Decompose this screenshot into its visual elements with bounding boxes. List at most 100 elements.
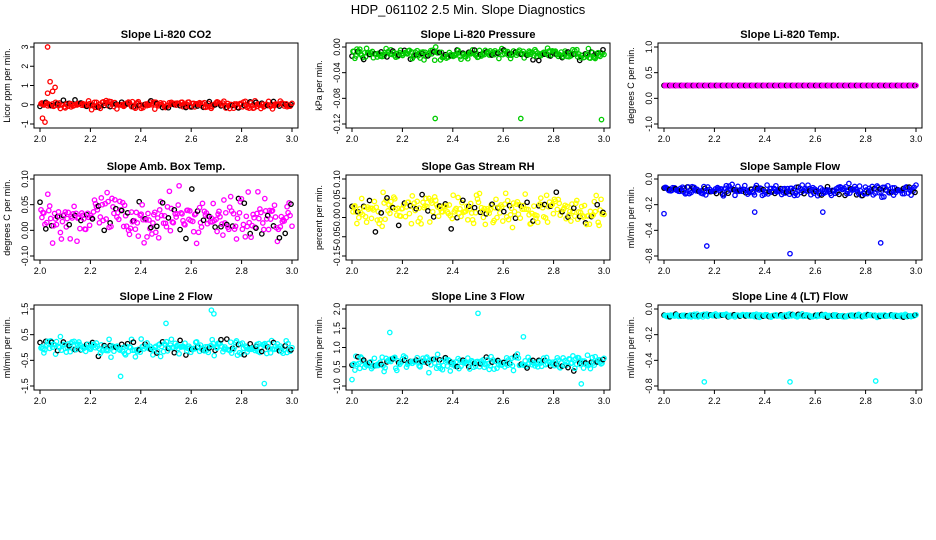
data-point-outlier: [475, 310, 481, 317]
data-point-reference: [37, 199, 43, 206]
data-point: [389, 203, 395, 210]
data-point-reference: [42, 226, 49, 232]
x-tick-label: 2.2: [396, 266, 409, 276]
data-point: [431, 57, 438, 64]
data-point-outlier: [520, 333, 527, 340]
data-point: [44, 191, 51, 198]
data-point: [464, 216, 471, 223]
data-point: [583, 221, 590, 228]
data-point: [568, 218, 574, 224]
data-point-reference: [177, 226, 183, 233]
data-point: [564, 203, 570, 210]
data-point: [155, 234, 162, 241]
panel-title: Slope Li-820 Temp.: [740, 29, 839, 41]
data-point-reference: [264, 212, 271, 219]
data-point: [732, 192, 738, 199]
data-point: [881, 193, 887, 200]
data-point: [352, 367, 358, 373]
data-point-reference: [66, 221, 73, 228]
data-point: [391, 354, 398, 361]
data-point: [227, 193, 234, 200]
y-tick-label: -0.4: [644, 223, 654, 239]
data-point: [150, 99, 157, 105]
data-point: [475, 199, 482, 206]
data-point-outlier: [701, 379, 708, 385]
data-point: [799, 182, 806, 188]
x-tick-label: 2.2: [84, 266, 97, 276]
y-tick-label: -0.04: [332, 62, 342, 83]
data-point: [238, 195, 245, 202]
x-tick-label: 3.0: [910, 396, 923, 406]
data-point: [432, 44, 439, 50]
scatter-points: [349, 189, 607, 235]
data-point-outlier: [872, 378, 879, 384]
data-point: [145, 210, 151, 217]
data-point: [138, 336, 145, 342]
data-point-outlier: [42, 119, 48, 125]
data-point: [91, 99, 98, 106]
data-point: [375, 208, 382, 215]
data-point: [146, 217, 152, 223]
data-point: [176, 182, 182, 189]
data-point: [355, 214, 362, 221]
data-point: [416, 205, 422, 211]
y-tick-label: -0.10: [20, 246, 30, 267]
x-tick-label: 2.2: [396, 134, 409, 144]
data-point: [245, 189, 252, 195]
data-point-outlier: [432, 115, 439, 122]
data-point: [581, 202, 588, 209]
data-point: [220, 232, 226, 238]
y-tick-label: 3: [20, 44, 30, 49]
data-point-reference: [89, 216, 96, 222]
data-point: [390, 49, 397, 56]
y-tick-label: 1.0: [332, 341, 342, 354]
data-point: [525, 206, 531, 213]
data-point-reference: [395, 222, 402, 229]
x-tick-label: 2.8: [547, 134, 560, 144]
data-point: [99, 201, 106, 208]
data-point: [139, 201, 146, 208]
data-point-outlier: [787, 250, 793, 257]
data-point: [105, 198, 111, 205]
data-point-reference: [258, 348, 265, 355]
x-tick-label: 3.0: [598, 266, 611, 276]
x-tick-label: 2.4: [759, 134, 772, 144]
data-point: [163, 338, 170, 345]
data-point: [393, 367, 400, 374]
y-tick-label: -0.08: [332, 88, 342, 109]
data-point: [517, 215, 524, 221]
data-point: [265, 226, 272, 233]
x-tick-label: 2.4: [447, 266, 460, 276]
data-point-reference: [153, 223, 160, 230]
data-point: [509, 224, 516, 231]
data-point: [182, 340, 188, 347]
data-point: [103, 216, 110, 222]
data-point: [211, 352, 218, 359]
x-tick-label: 2.8: [859, 134, 872, 144]
y-tick-label: 0.5: [20, 328, 30, 341]
data-point-reference: [448, 226, 455, 232]
data-point: [585, 45, 592, 52]
data-point: [380, 189, 386, 196]
data-point: [592, 208, 599, 215]
data-point: [596, 222, 602, 229]
data-point: [43, 219, 50, 226]
x-tick-label: 3.0: [286, 266, 299, 276]
data-point-reference: [276, 234, 283, 241]
data-point: [230, 210, 237, 217]
x-tick-label: 2.8: [235, 266, 248, 276]
data-point: [591, 198, 598, 205]
data-point: [586, 221, 593, 228]
data-point: [499, 218, 506, 224]
panel-title: Slope Li-820 Pressure: [421, 29, 536, 41]
data-point: [549, 201, 556, 208]
y-axis-label: ml/min per min.: [626, 317, 636, 379]
data-point-reference: [407, 202, 414, 209]
data-point: [246, 219, 253, 226]
data-point: [491, 217, 497, 224]
x-tick-label: 2.6: [809, 134, 822, 144]
data-point: [529, 210, 535, 217]
x-tick-label: 2.8: [235, 396, 248, 406]
data-point: [424, 354, 430, 360]
data-point-reference: [165, 215, 172, 221]
